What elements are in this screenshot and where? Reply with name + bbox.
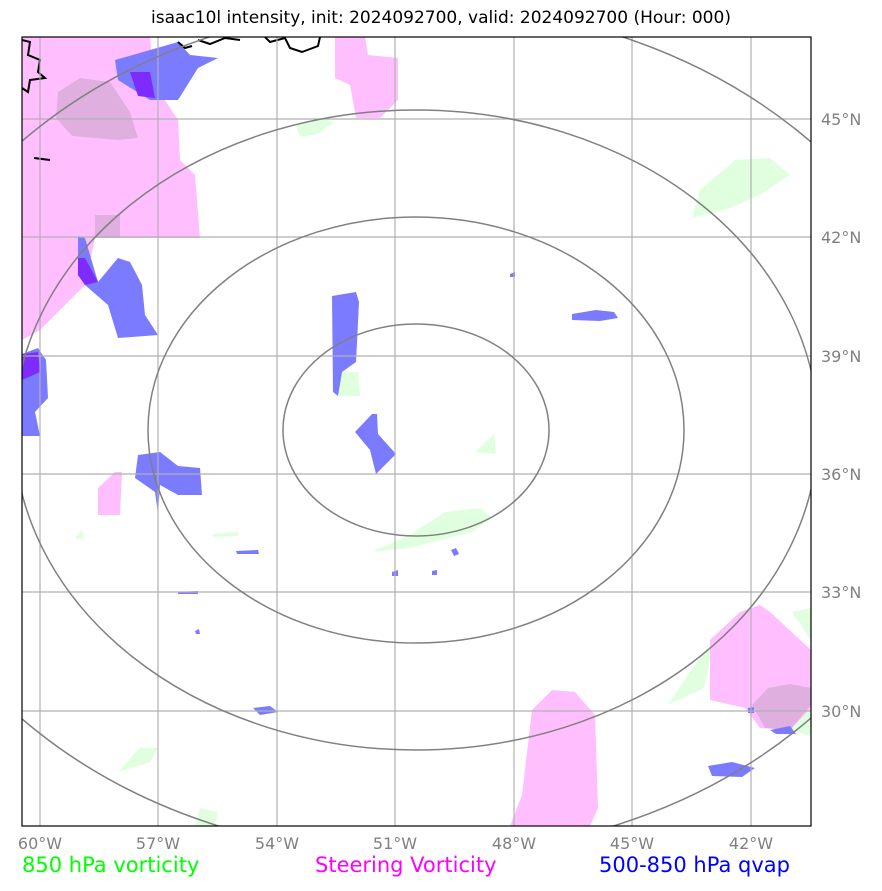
plot-frame: [21, 36, 812, 827]
lat-tick-label: 30°N: [821, 702, 861, 721]
qvap-area: [572, 310, 618, 321]
lat-tick-label: 42°N: [821, 228, 861, 247]
coastline-segment: [33, 157, 51, 161]
qvap-overlap-layer: [22, 72, 155, 380]
steering-vorticity-land-area: [56, 78, 138, 140]
steering-vorticity-area: [335, 37, 398, 118]
range-ring-third: [22, 109, 811, 751]
qvap-area: [708, 762, 755, 777]
range-ring-second: [147, 216, 685, 644]
vorticity-850-area: [118, 748, 158, 772]
vorticity-850-area: [338, 372, 360, 396]
lon-tick-label: 57°W: [136, 834, 180, 853]
legend-qvap: 500-850 hPa qvap: [599, 853, 790, 877]
qvap-area: [78, 236, 158, 338]
qvap-area: [355, 414, 396, 474]
vorticity-850-area: [792, 608, 811, 640]
legend-steering-vorticity: Steering Vorticity: [315, 853, 497, 877]
qvap-area: [195, 629, 200, 634]
coastline-segment: [264, 37, 321, 54]
steering-vorticity-layer: [22, 37, 811, 826]
lat-tick-label: 36°N: [821, 465, 861, 484]
qvap-area: [432, 570, 437, 575]
vorticity-850-area: [212, 532, 238, 537]
coastline-segment: [22, 39, 48, 94]
vorticity-850-area: [692, 158, 790, 218]
vorticity-850-area: [75, 530, 84, 540]
vorticity-850-area: [668, 650, 712, 705]
vorticity-850-area: [475, 434, 496, 454]
qvap-overlap-area: [22, 352, 40, 380]
vorticity-850-area: [372, 508, 492, 552]
lat-tick-label: 45°N: [821, 110, 861, 129]
coastline-segment: [197, 37, 241, 46]
qvap-area: [332, 292, 359, 396]
longitude-tick-labels: 60°W 57°W 54°W 51°W 48°W 45°W 42°W: [18, 834, 773, 853]
lon-tick-label: 60°W: [18, 834, 62, 853]
range-ring-inner: [282, 323, 550, 537]
steering-vorticity-area: [98, 472, 122, 515]
lat-tick-label: 33°N: [821, 583, 861, 602]
steering-vorticity-land-area: [95, 215, 120, 238]
steering-vorticity-land-layer: [56, 78, 811, 730]
coastline-segment: [177, 41, 193, 50]
lon-tick-label: 48°W: [492, 834, 536, 853]
qvap-area: [451, 548, 459, 556]
legend-850-hpa-vorticity: 850 hPa vorticity: [22, 853, 200, 877]
gridlines: [22, 37, 811, 826]
qvap-overlap-area: [130, 72, 155, 98]
vorticity-850-area: [195, 808, 218, 826]
qvap-overlap-area: [78, 258, 98, 285]
qvap-area: [135, 452, 202, 514]
lat-tick-label: 39°N: [821, 347, 861, 366]
lon-tick-label: 42°W: [729, 834, 773, 853]
lon-tick-label: 45°W: [610, 834, 654, 853]
lon-tick-label: 51°W: [373, 834, 417, 853]
coastline: [22, 37, 321, 161]
map-title: isaac10l intensity, init: 2024092700, va…: [151, 8, 731, 28]
steering-vorticity-land-area: [752, 684, 811, 730]
range-rings: [22, 37, 811, 826]
lon-tick-label: 54°W: [255, 834, 299, 853]
qvap-area: [236, 550, 259, 554]
qvap-area: [770, 726, 796, 734]
latitude-tick-labels: 45°N 42°N 39°N 36°N 33°N 30°N: [821, 110, 861, 721]
